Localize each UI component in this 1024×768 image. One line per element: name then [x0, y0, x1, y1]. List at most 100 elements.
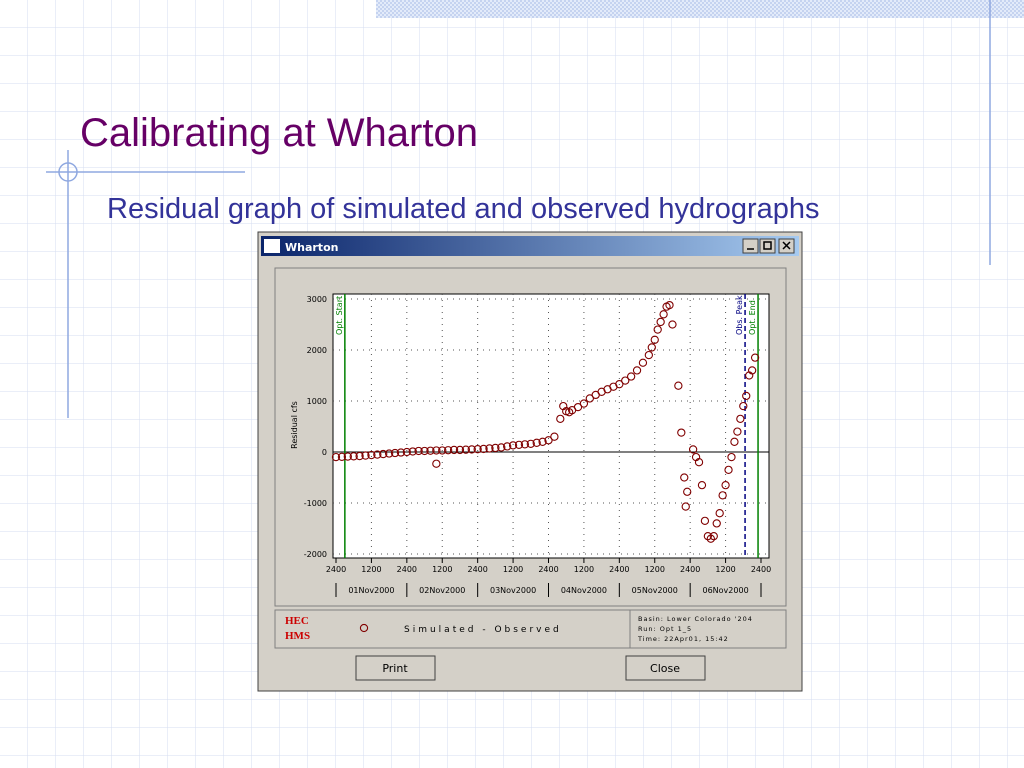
point	[739, 401, 748, 411]
point	[343, 452, 352, 461]
y-tick-label: 3000	[307, 295, 327, 304]
point	[677, 428, 686, 437]
point	[402, 447, 411, 457]
point	[367, 450, 376, 460]
point	[736, 414, 745, 423]
x-tick-label: 2400	[609, 565, 629, 574]
button-label[interactable]: Print	[382, 662, 408, 675]
point	[632, 366, 642, 375]
point	[355, 451, 364, 461]
point	[373, 450, 382, 459]
point	[674, 381, 683, 390]
point	[444, 446, 453, 455]
point	[724, 465, 733, 474]
close-button[interactable]	[625, 655, 706, 681]
info-text: Basin: Lower Colorado '204	[638, 615, 753, 623]
day-label: 04Nov2000	[561, 586, 607, 595]
point	[384, 449, 394, 458]
maximize-button[interactable]	[759, 238, 776, 254]
point	[668, 320, 677, 329]
y-tick-label: -2000	[304, 550, 327, 559]
point	[721, 480, 730, 490]
point	[379, 449, 388, 459]
x-tick-label: 1200	[715, 565, 735, 574]
day-label: 03Nov2000	[490, 586, 536, 595]
legend-label: Simulated - Observed	[404, 625, 562, 635]
legend-marker	[359, 623, 369, 633]
point	[420, 446, 429, 456]
x-tick-label: 2400	[538, 565, 558, 574]
point	[473, 445, 482, 454]
point	[650, 335, 659, 344]
point	[414, 446, 423, 456]
point	[432, 446, 441, 455]
point	[361, 451, 370, 460]
point	[659, 310, 668, 319]
logo-text: HMS	[285, 630, 310, 642]
slide-subtitle: Residual graph of simulated and observed…	[107, 193, 820, 225]
point	[461, 445, 471, 454]
point	[556, 414, 565, 423]
x-tick-label: 1200	[645, 565, 665, 574]
day-label: 02Nov2000	[419, 586, 465, 595]
y-axis-label: Residual cfs	[290, 401, 299, 449]
point	[656, 317, 665, 327]
point	[700, 516, 710, 525]
event-label: Opt. Start	[335, 296, 344, 335]
point	[349, 452, 358, 461]
point	[331, 452, 341, 462]
point	[579, 399, 589, 408]
point	[449, 445, 459, 455]
y-tick-label: 0	[322, 448, 327, 457]
point	[647, 343, 656, 352]
print-button[interactable]	[355, 655, 436, 681]
x-tick-label: 2400	[397, 565, 417, 574]
x-tick-label: 1200	[361, 565, 381, 574]
x-tick-label: 2400	[326, 565, 346, 574]
button-label[interactable]: Close	[650, 662, 680, 675]
point	[730, 437, 739, 446]
point	[514, 440, 524, 450]
window-controls-glyphs	[747, 241, 791, 250]
point	[455, 445, 465, 455]
minimize-button[interactable]	[742, 238, 759, 254]
point	[467, 445, 476, 454]
point	[638, 358, 648, 367]
point	[697, 480, 707, 490]
day-label: 01Nov2000	[348, 586, 394, 595]
point	[573, 402, 583, 412]
point	[479, 444, 488, 454]
point	[688, 445, 698, 454]
day-label: 06Nov2000	[703, 586, 749, 595]
point	[750, 353, 760, 362]
point	[432, 459, 441, 468]
point	[733, 427, 742, 436]
y-tick-label: 1000	[307, 397, 327, 406]
point	[680, 473, 689, 482]
point	[694, 458, 704, 467]
x-tick-label: 1200	[432, 565, 452, 574]
day-label: 05Nov2000	[632, 586, 678, 595]
point	[585, 394, 594, 403]
logo-text: HEC	[285, 615, 309, 627]
point	[615, 380, 624, 389]
window-icon	[264, 239, 280, 253]
plot: -2000 -1000 0 1000 2000 3000 2400 1200 2400 1200 2…	[304, 294, 771, 635]
x-tick-label: 2400	[751, 565, 771, 574]
plot-area	[332, 293, 770, 559]
x-tick-label: 1200	[574, 565, 594, 574]
deco-circle	[58, 162, 78, 182]
point	[709, 532, 718, 541]
point	[715, 509, 724, 518]
slide-title: Calibrating at Wharton	[80, 111, 478, 155]
y-tick-label: -1000	[304, 499, 327, 508]
point	[426, 446, 435, 455]
point	[683, 487, 692, 496]
y-tick-label: 2000	[307, 346, 327, 355]
window: Wharton HEC HMS Basin: Lower Colorado '2…	[257, 231, 803, 692]
point	[503, 442, 512, 451]
point	[727, 452, 736, 462]
point	[742, 391, 751, 401]
